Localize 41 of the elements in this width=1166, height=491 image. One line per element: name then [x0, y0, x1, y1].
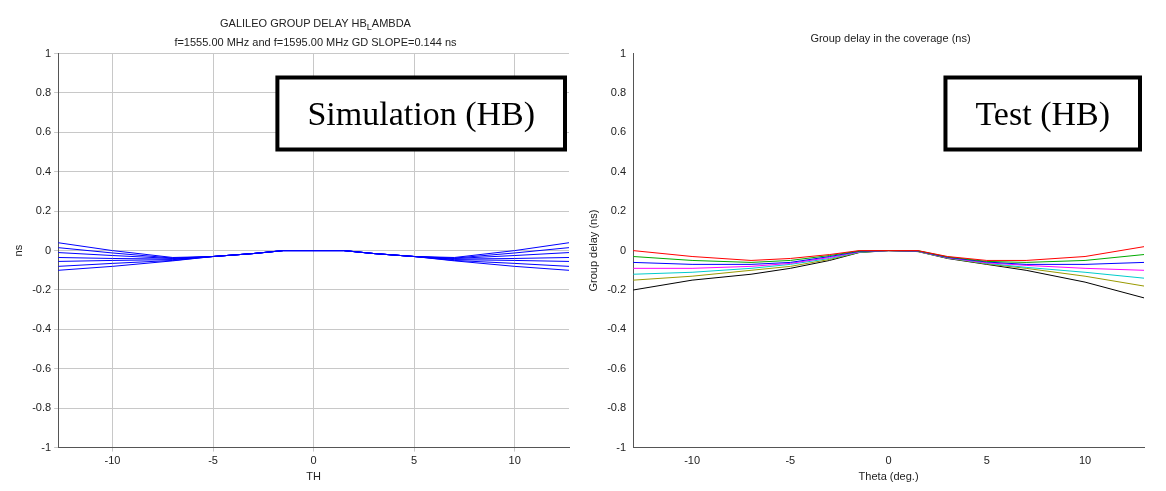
y-tick-label: -0.2 — [32, 283, 52, 296]
x-tick-label: 0 — [885, 454, 892, 467]
y-tick-label: 0.8 — [35, 86, 52, 99]
x-tick-label: -5 — [208, 454, 218, 467]
x-axis-title: TH — [306, 470, 321, 483]
y-tick-label: -0.8 — [32, 401, 52, 414]
x-tick-label: -5 — [785, 454, 796, 467]
chart-title: GALILEO GROUP DELAY HB$_{L}$AMBDA — [219, 16, 412, 35]
x-tick-label: 10 — [508, 454, 521, 467]
y-tick-label: 0.8 — [610, 86, 627, 99]
y-tick-label: -0.6 — [607, 361, 627, 374]
y-tick-label: -0.8 — [607, 401, 627, 414]
y-tick-label: -1 — [41, 440, 52, 453]
x-tick-label: -10 — [684, 454, 701, 467]
y-tick-label: -0.4 — [32, 322, 52, 335]
y-tick-label: 1 — [620, 46, 627, 59]
y-tick-label: -0.6 — [32, 361, 52, 374]
y-tick-label: 0.6 — [35, 125, 52, 138]
y-tick-label: 1 — [45, 46, 52, 59]
y-tick-label: -1 — [616, 440, 627, 453]
chart-title: Group delay in the coverage (ns) — [809, 31, 972, 46]
y-axis-title: ns — [11, 244, 24, 257]
y-axis-title: Group delay (ns) — [586, 209, 599, 292]
y-tick-label: 0.6 — [610, 125, 627, 138]
y-tick-label: 0.4 — [610, 164, 627, 177]
x-tick-label: 10 — [1078, 454, 1092, 467]
y-tick-label: 0.4 — [35, 164, 52, 177]
y-tick-label: 0 — [620, 243, 627, 256]
chart-subtitle: f=1555.00 MHz and f=1595.00 MHz GD SLOPE=0.144 ns — [174, 36, 457, 49]
x-tick-label: 5 — [983, 454, 990, 467]
y-tick-label: 0.2 — [610, 204, 627, 217]
x-axis-title: Theta (deg.) — [858, 470, 919, 483]
x-tick-label: -10 — [104, 454, 121, 467]
x-tick-label: 5 — [411, 454, 418, 467]
y-tick-label: 0.2 — [35, 204, 52, 217]
y-tick-label: -0.4 — [607, 322, 627, 335]
annotation: Test (HB) — [975, 94, 1110, 133]
y-tick-label: 0 — [45, 243, 52, 256]
y-tick-label: -0.2 — [607, 283, 627, 296]
annotation: Simulation (HB) — [307, 94, 535, 133]
x-tick-label: 0 — [310, 454, 317, 467]
